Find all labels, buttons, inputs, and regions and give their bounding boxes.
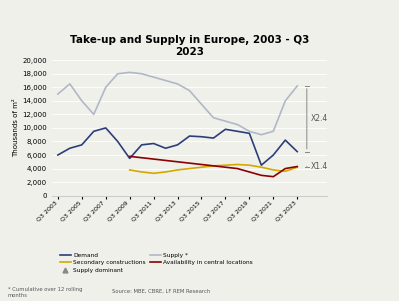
Legend: Demand, Secondary constructions, Supply dominant, Supply *, Availability in cent: Demand, Secondary constructions, Supply …	[58, 250, 255, 275]
Text: Source: MBE, CBRE, LF REM Research: Source: MBE, CBRE, LF REM Research	[112, 288, 210, 293]
Text: * Cumulative over 12 rolling
months: * Cumulative over 12 rolling months	[8, 287, 83, 298]
Text: X1.4: X1.4	[310, 162, 328, 171]
Title: Take-up and Supply in Europe, 2003 - Q3
2023: Take-up and Supply in Europe, 2003 - Q3 …	[70, 35, 309, 57]
Y-axis label: Thousands of m²: Thousands of m²	[14, 98, 20, 157]
Text: X2.4: X2.4	[310, 114, 328, 123]
